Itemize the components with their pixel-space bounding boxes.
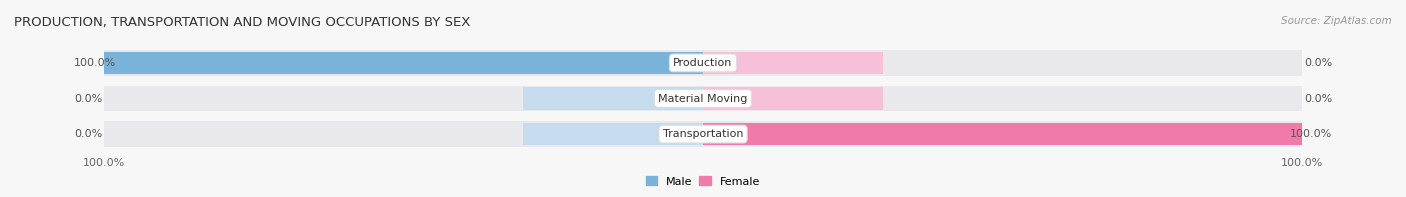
- Text: 100.0%: 100.0%: [1289, 129, 1331, 139]
- Bar: [703, 52, 883, 74]
- Bar: [104, 52, 703, 74]
- Text: 100.0%: 100.0%: [75, 58, 117, 68]
- Text: 0.0%: 0.0%: [75, 129, 103, 139]
- Bar: [523, 52, 703, 74]
- Bar: [104, 121, 1302, 147]
- Bar: [104, 86, 1302, 111]
- Bar: [523, 87, 703, 110]
- Bar: [703, 87, 883, 110]
- Legend: Male, Female: Male, Female: [647, 176, 759, 187]
- Text: Transportation: Transportation: [662, 129, 744, 139]
- Bar: [523, 123, 703, 145]
- Text: PRODUCTION, TRANSPORTATION AND MOVING OCCUPATIONS BY SEX: PRODUCTION, TRANSPORTATION AND MOVING OC…: [14, 16, 471, 29]
- Text: Production: Production: [673, 58, 733, 68]
- Text: 0.0%: 0.0%: [1303, 94, 1331, 103]
- Bar: [703, 123, 1302, 145]
- Bar: [703, 123, 883, 145]
- Text: Material Moving: Material Moving: [658, 94, 748, 103]
- Text: 0.0%: 0.0%: [1303, 58, 1331, 68]
- Text: Source: ZipAtlas.com: Source: ZipAtlas.com: [1281, 16, 1392, 26]
- Bar: [104, 50, 1302, 76]
- Text: 0.0%: 0.0%: [75, 94, 103, 103]
